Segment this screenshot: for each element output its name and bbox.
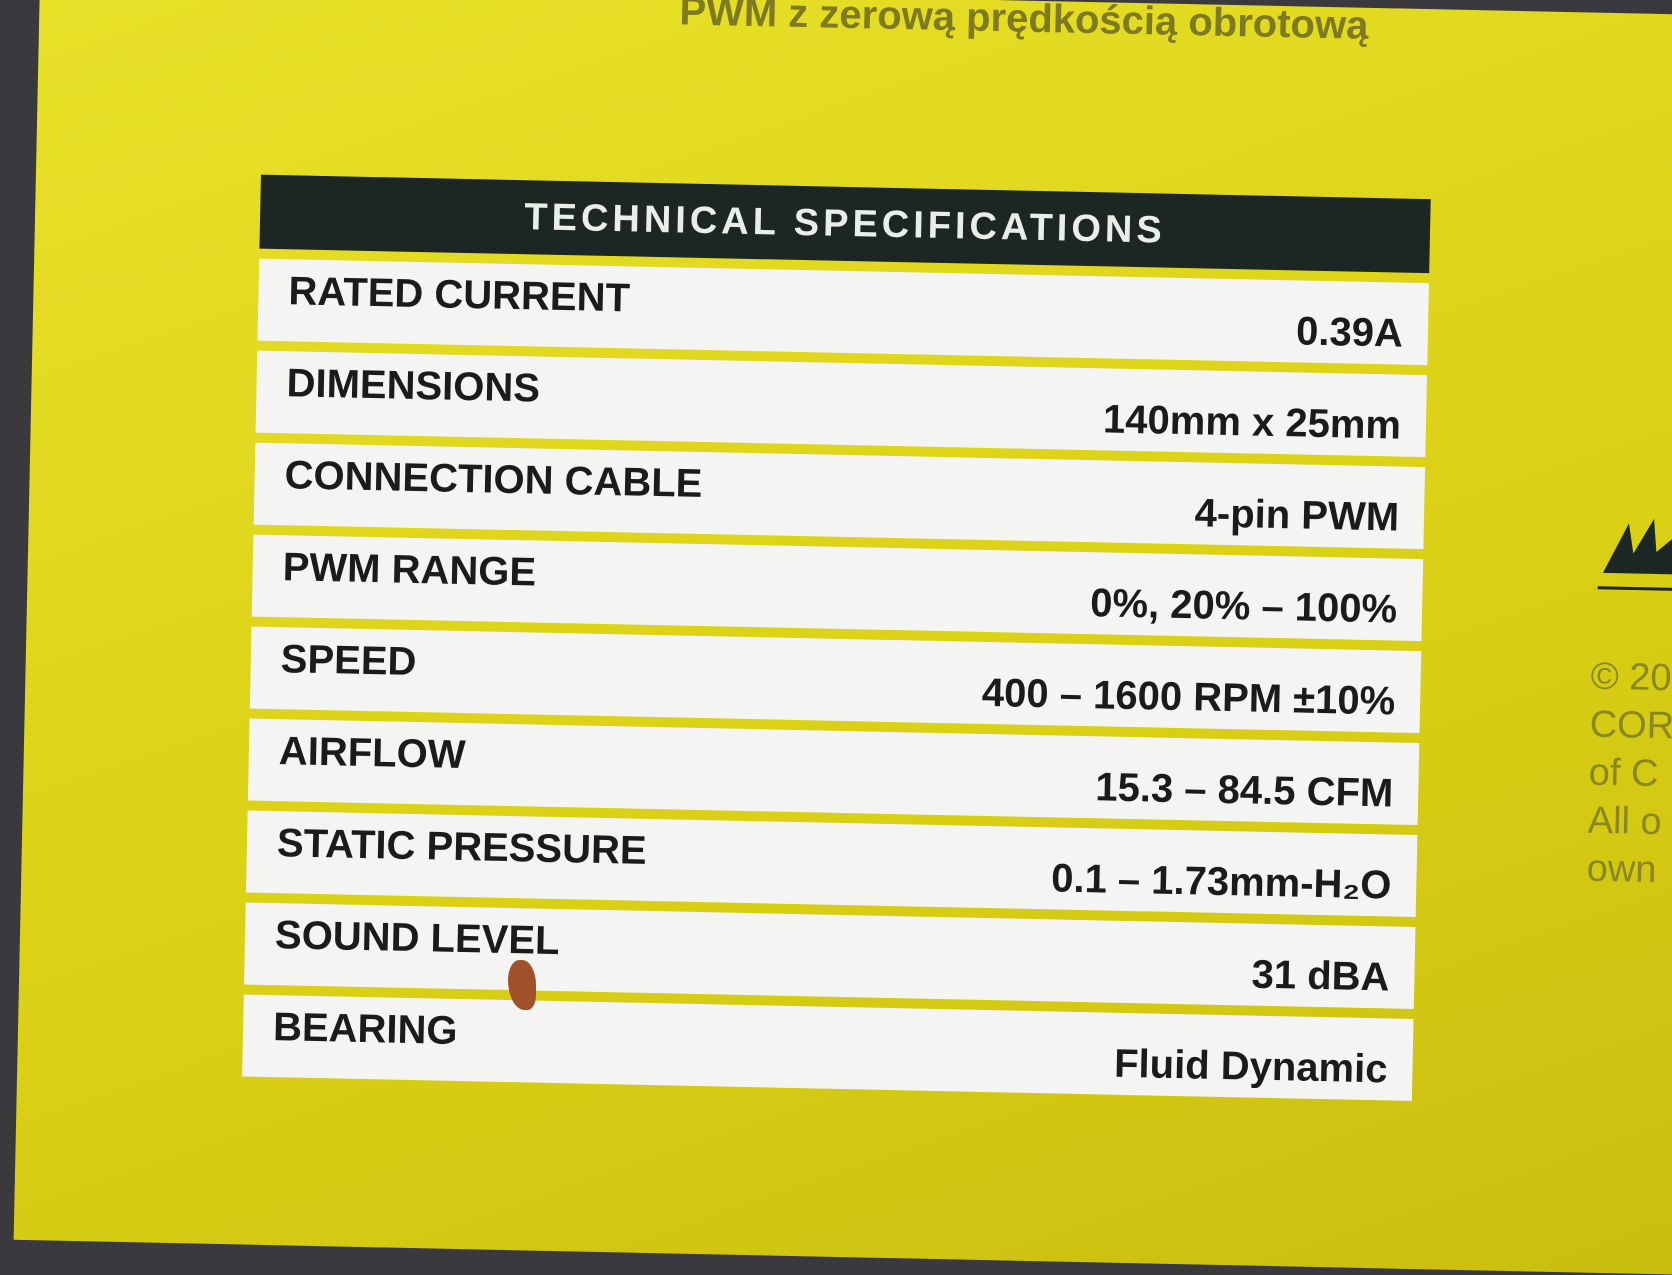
spec-label: SOUND LEVEL [274,913,560,964]
spec-value: 0.39A [1295,309,1404,356]
spec-row: STATIC PRESSURE 0.1 – 1.73mm-H₂O [245,810,1418,918]
logo [1597,518,1672,592]
spec-label: RATED CURRENT [288,269,631,321]
spec-label: CONNECTION CABLE [284,453,703,506]
table-title: TECHNICAL SPECIFICATIONS [259,174,1431,274]
spec-row: SOUND LEVEL 31 dBA [244,902,1416,1009]
spec-label: AIRFLOW [278,729,466,778]
spec-value: 0%, 20% – 100% [1089,581,1398,632]
spec-row: RATED CURRENT 0.39A [257,258,1429,366]
spec-row: BEARING Fluid Dynamic [242,994,1414,1101]
spec-row: SPEED 400 – 1600 RPM ±10% [249,626,1422,734]
spec-value: 31 dBA [1251,952,1390,1000]
box-panel: PWM z zerową prędkością obrotową TECHNIC… [13,0,1672,1275]
spec-value: Fluid Dynamic [1113,1041,1388,1092]
spec-value: 400 – 1600 RPM ±10% [981,670,1396,724]
side-line: own [1586,847,1657,892]
side-text: © 20 COR of C All o own [1586,653,1672,895]
spec-label: SPEED [280,637,417,685]
spec-value: 4-pin PWM [1194,491,1400,540]
stain [508,960,536,1010]
spec-value: 15.3 – 84.5 CFM [1094,765,1394,816]
spec-value: 140mm x 25mm [1102,397,1402,448]
side-line: of C [1588,751,1659,796]
spec-row: CONNECTION CABLE 4-pin PWM [253,442,1426,550]
spec-table: TECHNICAL SPECIFICATIONS RATED CURRENT 0.… [242,174,1431,1101]
side-line: COR [1589,703,1672,748]
spec-label: PWM RANGE [282,545,537,595]
spec-label: STATIC PRESSURE [276,821,648,873]
side-line: All o [1587,799,1663,844]
side-line: © 20 [1590,655,1672,700]
spec-label: DIMENSIONS [286,361,541,411]
header-text: PWM z zerową prędkością obrotową [679,0,1369,48]
spec-label: BEARING [272,1005,458,1053]
spec-row: DIMENSIONS 140mm x 25mm [255,350,1428,458]
spec-row: PWM RANGE 0%, 20% – 100% [251,534,1424,642]
spec-value: 0.1 – 1.73mm-H₂O [1050,856,1392,908]
spec-row: AIRFLOW 15.3 – 84.5 CFM [247,718,1420,826]
